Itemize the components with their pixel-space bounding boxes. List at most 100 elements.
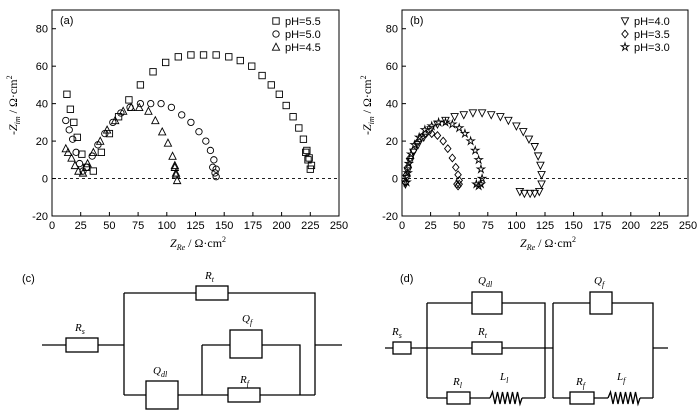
circuit-c-label-qf: Qf [242, 313, 254, 327]
data-point-square [236, 56, 244, 65]
data-point-square [295, 124, 303, 132]
data-point-star [469, 144, 481, 155]
data-point-triangle-down [515, 188, 525, 197]
data-point-star [471, 178, 482, 189]
x-tick-label: 125 [536, 220, 554, 232]
circuit-c-label-qdl: Qdl [153, 365, 168, 379]
data-point-circle [147, 99, 155, 108]
data-point-triangle [67, 153, 76, 162]
data-point-square [299, 135, 308, 143]
data-point-triangle-down [530, 189, 540, 199]
data-point-triangle-down [468, 109, 478, 118]
x-tick-label: 200 [622, 220, 640, 232]
legend-label: pH=3.5 [634, 29, 670, 41]
data-point-triangle-down [520, 189, 529, 199]
data-point-square [199, 51, 208, 59]
panel-label-d: (d) [400, 273, 413, 285]
circuit-c-wires [42, 292, 342, 396]
y-tick-label: 20 [36, 136, 48, 148]
circuit-d-resistor-rf [569, 391, 595, 405]
data-point-diamond [453, 179, 461, 189]
data-point-square [258, 71, 266, 80]
data-point-square [289, 113, 297, 121]
data-point-square [302, 148, 310, 156]
data-point-triangle [144, 106, 153, 115]
data-point-triangle [170, 162, 180, 171]
data-point-star [413, 131, 425, 142]
legend-label: pH=5.0 [285, 29, 321, 41]
data-point-square [306, 165, 314, 173]
data-point-circle [157, 99, 165, 108]
data-point-triangle-down [525, 189, 535, 199]
data-point-square [73, 133, 81, 141]
y-tick-label: 20 [386, 136, 398, 148]
data-point-square [275, 90, 283, 98]
series-square [63, 51, 316, 175]
y-tick-label: 40 [36, 99, 48, 111]
x-tick-label: 125 [186, 220, 204, 232]
data-point-triangle-down [537, 180, 546, 189]
data-point-triangle [78, 168, 88, 177]
legend-label: pH=4.0 [634, 16, 670, 28]
data-point-triangle [118, 106, 128, 115]
data-point-star [426, 120, 438, 131]
data-point-triangle [163, 138, 173, 147]
data-point-star [403, 157, 415, 169]
legend-marker-square [272, 17, 280, 25]
equivalent-circuit-d: (d) Rs Qdl Rt Rl Ll Qf Rf Lf [385, 273, 668, 407]
data-point-diamond [433, 130, 442, 140]
circuit-c-label-rs: Rs [74, 322, 85, 336]
circuit-d-label-rl: Rl [452, 376, 463, 390]
data-point-triangle-down [486, 111, 496, 120]
circuit-d-resistor-rs [392, 341, 412, 355]
circuit-d-label-lf: Lf [616, 371, 627, 385]
series-circle [62, 99, 220, 181]
data-point-circle [72, 148, 80, 156]
data-point-diamond [427, 129, 436, 139]
legend-marker-circle [272, 30, 280, 38]
data-point-square [97, 148, 106, 156]
data-point-circle [62, 116, 70, 125]
panel-label-b: (b) [410, 15, 423, 27]
data-point-star [453, 122, 465, 133]
data-point-diamond [448, 153, 457, 163]
data-point-star [402, 167, 414, 178]
data-point-triangle-down [450, 113, 459, 122]
data-point-circle [117, 109, 125, 117]
data-point-diamond [439, 136, 447, 146]
x-tick-label: 200 [272, 220, 290, 232]
data-point-star [447, 118, 458, 129]
data-point-square [225, 53, 233, 61]
data-point-square [187, 51, 195, 59]
data-point-triangle [157, 126, 167, 136]
x-tick-label: 150 [564, 220, 582, 232]
x-axis-label-b: ZRe / Ω·cm2 [520, 235, 576, 252]
data-point-triangle-down [524, 135, 534, 145]
x-tick-label: 0 [49, 220, 55, 232]
data-point-star [401, 176, 412, 187]
legend-label: pH=4.5 [285, 42, 321, 54]
data-point-triangle [126, 102, 136, 112]
x-tick-label: 175 [593, 220, 611, 232]
data-point-square [149, 68, 157, 76]
data-point-circle [202, 137, 210, 145]
data-point-circle [195, 128, 203, 136]
legend-marker-triangle [271, 42, 281, 51]
legend-marker-triangle-down [620, 17, 630, 26]
circuit-d-wires [385, 302, 668, 399]
data-point-star [459, 128, 471, 139]
circuit-d-label-rs: Rs [391, 326, 402, 340]
data-point-star [473, 154, 484, 165]
y-tick-label: 80 [386, 24, 398, 36]
data-point-circle [187, 118, 195, 127]
data-point-triangle-down [530, 143, 540, 152]
data-point-square [89, 167, 97, 175]
x-tick-label: 25 [75, 220, 87, 232]
data-point-square [267, 81, 275, 89]
data-point-circle [210, 156, 218, 164]
data-point-triangle-down [477, 109, 487, 118]
circuit-d-label-rt: Rt [477, 326, 488, 340]
data-point-triangle-down [533, 152, 543, 161]
circuit-d-label-qdl: Qdl [478, 275, 493, 289]
circuit-c-resistor-rt [195, 285, 229, 301]
